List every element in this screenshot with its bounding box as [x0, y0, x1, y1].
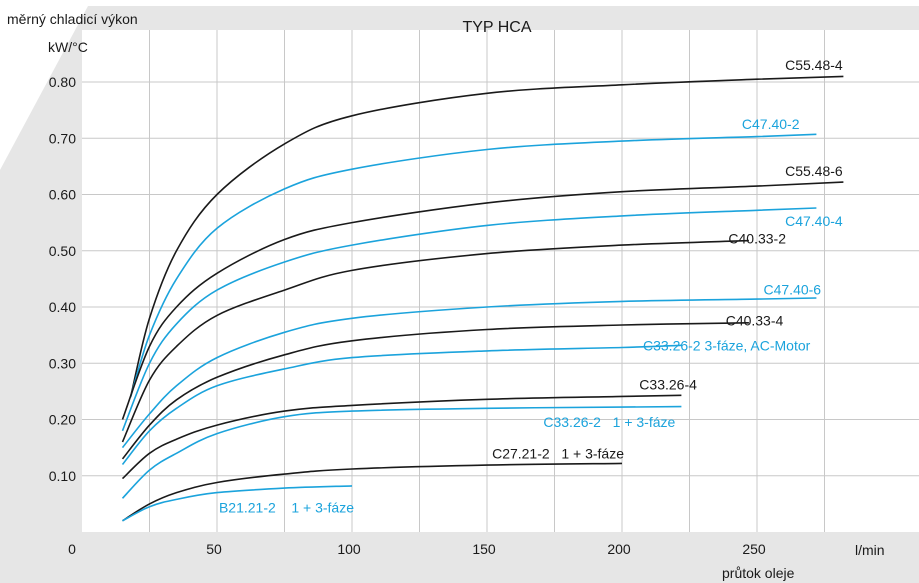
series-line	[121, 297, 817, 449]
chart-title: TYP HCA	[462, 19, 531, 36]
curve-label: C33.26-2 1 + 3-fáze	[543, 414, 675, 430]
series-line	[121, 239, 749, 443]
curve-label: C40.33-2	[728, 230, 786, 246]
series-line	[121, 405, 682, 499]
curve-label: C40.33-4	[726, 313, 784, 329]
curve-label: C47.40-4	[785, 213, 843, 229]
curve-label: B21.21-2 1 + 3-fáze	[219, 499, 354, 515]
series-line	[121, 181, 844, 420]
y-tick-label: 0.80	[49, 74, 76, 90]
series-line	[121, 207, 817, 432]
curve-label: C47.40-2	[742, 116, 800, 132]
series-line	[122, 485, 353, 522]
tick-labels: 0.10 0.20 0.30 0.40 0.50 0.60 0.70 0.80 0 50 100 15…	[49, 74, 766, 557]
curve-labels: C55.48-4 C47.40-2 C55.48-6 C47.40-4C40.33-2…	[219, 57, 843, 515]
x-tick-label: 50	[206, 541, 222, 557]
y-tick-label: 0.50	[49, 243, 76, 259]
x-axis-unit: l/min	[855, 542, 885, 558]
series-line	[129, 75, 844, 398]
x-axis-label: průtok oleje	[722, 565, 795, 581]
y-tick-label: 0.40	[49, 299, 76, 315]
series-line	[121, 322, 749, 460]
x-tick-label: 0	[68, 541, 76, 557]
y-tick-label: 0.60	[49, 187, 76, 203]
y-axis-unit: kW/°C	[48, 39, 88, 55]
x-tick-label: 150	[472, 541, 496, 557]
series-lines	[121, 75, 844, 522]
curve-label: C27.21-2 1 + 3-fáze	[492, 445, 624, 461]
x-tick-label: 200	[607, 541, 631, 557]
y-tick-label: 0.10	[49, 468, 76, 484]
curve-label: C47.40-6	[764, 282, 822, 298]
grid-lines	[82, 30, 919, 532]
y-tick-label: 0.20	[49, 412, 76, 428]
y-tick-label: 0.70	[49, 130, 76, 146]
y-tick-label: 0.30	[49, 355, 76, 371]
x-tick-label: 100	[337, 541, 361, 557]
y-axis-label: měrný chladicí výkon	[7, 11, 138, 27]
x-tick-label: 250	[742, 541, 766, 557]
series-line	[121, 394, 682, 480]
curve-label: C33.26-4	[639, 377, 697, 393]
series-line	[129, 133, 817, 398]
curve-label: C33.26-2 3-fáze, AC-Motor	[643, 337, 811, 353]
curve-label: C55.48-4	[785, 57, 843, 73]
series-line	[122, 462, 623, 522]
plot-area	[82, 30, 919, 532]
series-line	[121, 344, 682, 466]
curve-label: C55.48-6	[785, 163, 843, 179]
